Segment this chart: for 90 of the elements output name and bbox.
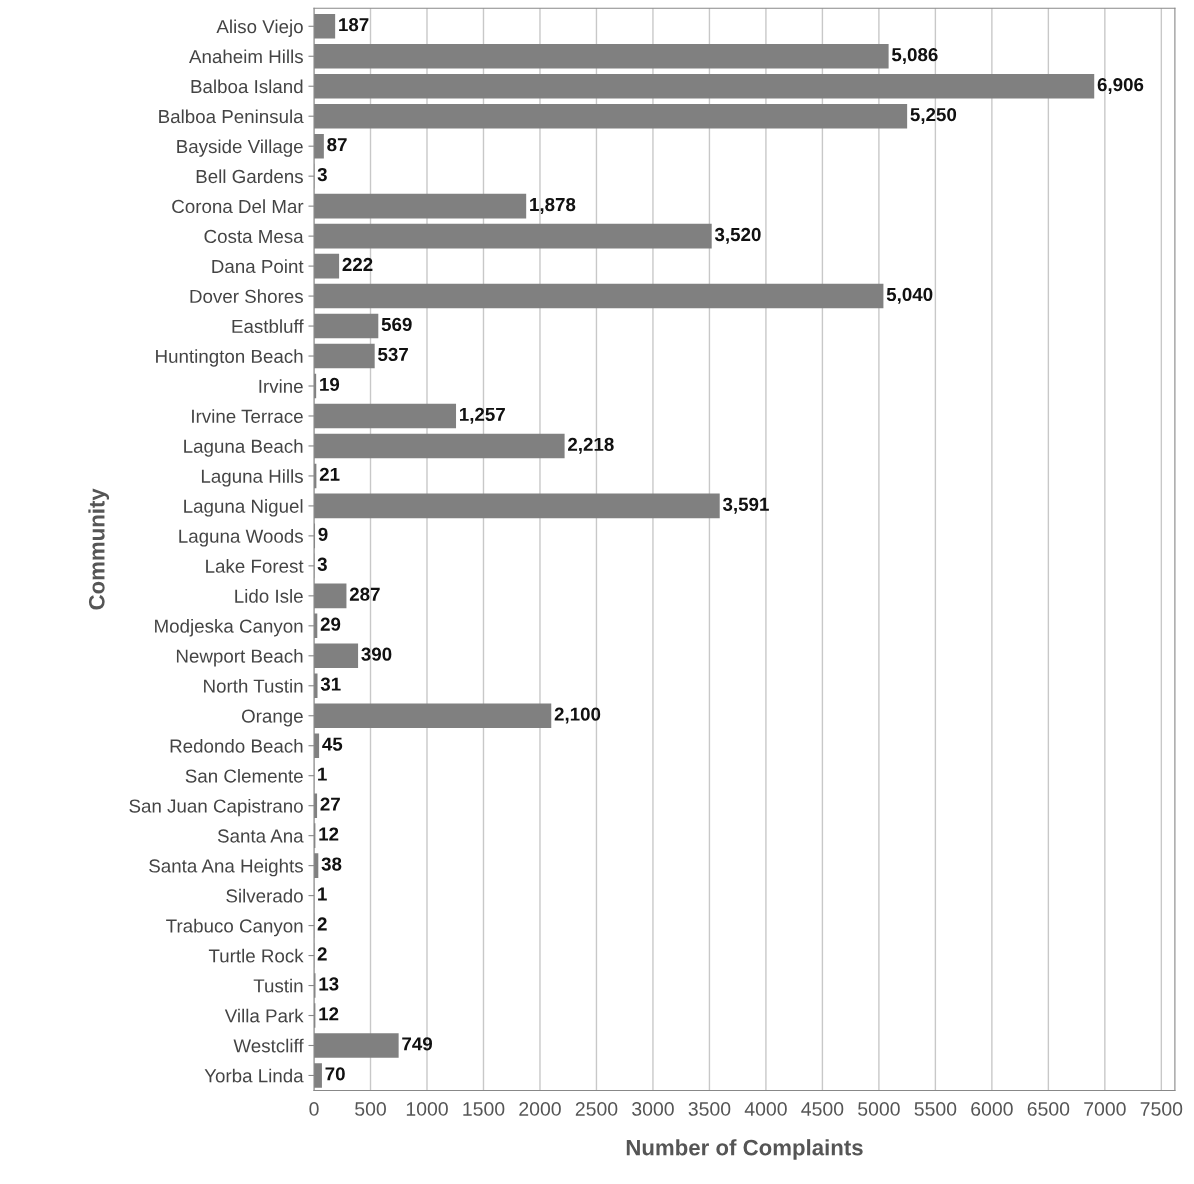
x-tick-label: 1500 bbox=[463, 1102, 505, 1116]
data-label: 2,100 bbox=[554, 707, 601, 724]
data-label: 2,218 bbox=[568, 437, 614, 454]
y-tick-label: Yorba Linda bbox=[204, 1068, 304, 1083]
y-tick-label: Silverado bbox=[226, 888, 303, 903]
y-tick-label: Corona Del Mar bbox=[172, 199, 304, 214]
x-tick-label: 4500 bbox=[801, 1102, 844, 1116]
y-tick-label: Santa Ana bbox=[217, 829, 304, 843]
y-tick-label: Irvine Terrace bbox=[192, 409, 303, 423]
data-label: 70 bbox=[325, 1067, 345, 1081]
y-tick-label: Turtle Rock bbox=[208, 948, 304, 963]
data-label: 12 bbox=[319, 1007, 339, 1021]
x-tick-label: 5500 bbox=[914, 1102, 957, 1116]
x-axis-title: Number of Complaints bbox=[626, 1139, 863, 1160]
y-tick-label: Laguna Beach bbox=[184, 439, 303, 457]
y-tick-label: Westcliff bbox=[233, 1038, 304, 1053]
x-tick-label: 2000 bbox=[519, 1102, 561, 1116]
y-tick-label: Dana Point bbox=[212, 259, 304, 274]
data-label: 12 bbox=[319, 827, 339, 841]
data-label: 19 bbox=[320, 377, 340, 392]
y-tick-label: Anaheim Hills bbox=[189, 49, 303, 64]
y-tick-label: Modjeska Canyon bbox=[155, 619, 303, 637]
data-label: 3 bbox=[317, 557, 327, 571]
data-label: 3,520 bbox=[714, 227, 761, 244]
x-tick-label: 500 bbox=[355, 1102, 386, 1116]
x-tick-label: 2500 bbox=[575, 1102, 618, 1116]
data-label: 5,250 bbox=[910, 107, 957, 124]
y-tick-label: Aliso Viejo bbox=[216, 19, 303, 37]
x-tick-label: 1000 bbox=[406, 1102, 448, 1116]
data-label: 1,878 bbox=[530, 197, 576, 214]
data-label: 5,040 bbox=[886, 287, 933, 304]
y-tick-label: Villa Park bbox=[224, 1008, 304, 1023]
x-tick-label: 0 bbox=[309, 1102, 319, 1116]
y-tick-label: Laguna Niguel bbox=[184, 499, 303, 517]
data-label: 1 bbox=[318, 767, 327, 781]
data-label: 187 bbox=[339, 18, 369, 32]
data-label: 31 bbox=[320, 677, 341, 691]
data-label: 38 bbox=[321, 857, 342, 871]
y-tick-label: North Tustin bbox=[204, 678, 303, 693]
y-tick-label: Irvine bbox=[259, 379, 303, 393]
y-tick-label: San Juan Capistrano bbox=[129, 798, 303, 817]
y-tick-label: San Clemente bbox=[185, 768, 303, 783]
y-tick-label: Lido Isle bbox=[235, 589, 303, 603]
y-tick-label: Redondo Beach bbox=[170, 738, 303, 753]
data-label: 3,591 bbox=[722, 497, 769, 514]
data-label: 6,906 bbox=[1097, 77, 1144, 94]
x-tick-label: 6000 bbox=[971, 1102, 1013, 1116]
y-axis-title: Community bbox=[88, 488, 110, 610]
data-label: 13 bbox=[319, 977, 339, 991]
y-tick-label: Laguna Woods bbox=[179, 529, 303, 547]
data-label: 2 bbox=[317, 947, 327, 961]
x-tick-label: 5000 bbox=[858, 1102, 900, 1116]
data-label: 45 bbox=[322, 737, 343, 751]
y-tick-label: Santa Ana Heights bbox=[149, 858, 303, 877]
data-label: 2 bbox=[317, 917, 327, 931]
y-tick-label: Newport Beach bbox=[176, 649, 303, 667]
data-label: 3 bbox=[317, 167, 327, 182]
y-tick-label: Trabuco Canyon bbox=[166, 918, 303, 937]
data-label: 1 bbox=[318, 887, 327, 901]
y-tick-label: Orange bbox=[241, 709, 303, 727]
data-label: 222 bbox=[342, 257, 373, 271]
x-tick-label: 3500 bbox=[688, 1102, 731, 1116]
y-tick-label: Laguna Hills bbox=[201, 469, 303, 487]
x-tick-label: 4000 bbox=[744, 1102, 787, 1116]
data-label: 1,257 bbox=[459, 407, 505, 424]
y-tick-label: Tustin bbox=[253, 978, 303, 993]
x-tick-label: 6500 bbox=[1027, 1102, 1070, 1116]
y-tick-label: Huntington Beach bbox=[156, 349, 303, 367]
data-label: 537 bbox=[378, 347, 408, 362]
x-tick-label: 7000 bbox=[1084, 1102, 1126, 1116]
y-tick-label: Eastbluff bbox=[232, 319, 304, 334]
y-tick-label: Costa Mesa bbox=[204, 229, 304, 244]
y-tick-label: Lake Forest bbox=[206, 559, 304, 573]
data-label: 9 bbox=[318, 527, 328, 541]
data-label: 21 bbox=[319, 467, 340, 481]
y-tick-label: Dover Shores bbox=[190, 289, 303, 304]
x-tick-label: 7500 bbox=[1140, 1102, 1183, 1116]
data-label: 569 bbox=[381, 317, 412, 332]
data-label: 749 bbox=[402, 1037, 433, 1051]
data-label: 390 bbox=[361, 647, 392, 661]
y-tick-label: Balboa Peninsula bbox=[159, 109, 304, 124]
y-tick-label: Bell Gardens bbox=[196, 169, 303, 184]
data-label: 287 bbox=[349, 587, 380, 601]
data-label: 27 bbox=[320, 797, 340, 811]
y-tick-label: Balboa Island bbox=[191, 79, 303, 94]
data-label: 29 bbox=[320, 617, 341, 631]
x-tick-label: 3000 bbox=[632, 1102, 674, 1116]
data-label: 87 bbox=[327, 137, 347, 152]
y-tick-label: Bayside Village bbox=[177, 139, 303, 157]
data-label: 5,086 bbox=[891, 48, 938, 64]
